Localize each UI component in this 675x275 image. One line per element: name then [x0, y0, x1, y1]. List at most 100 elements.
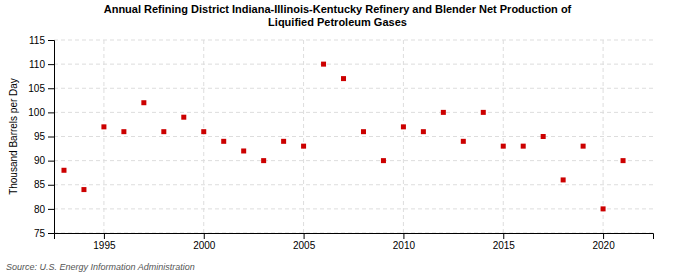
- tick-label: 2010: [393, 240, 416, 251]
- tick: 75: [34, 228, 54, 239]
- point: [501, 144, 506, 149]
- point: [221, 139, 226, 144]
- tick-label: 95: [34, 131, 46, 142]
- tick: 105: [28, 83, 54, 94]
- tick-mark: [48, 64, 54, 65]
- tick: 2005: [293, 233, 316, 251]
- point: [281, 139, 286, 144]
- point: [461, 139, 466, 144]
- tick-mark: [48, 209, 54, 210]
- grid-line: [54, 184, 653, 185]
- point: [621, 158, 626, 163]
- tick: 100: [28, 107, 54, 118]
- tick-label: 110: [29, 59, 45, 70]
- tick-mark: [48, 112, 54, 113]
- title-line: Liquified Petroleum Gases: [268, 16, 407, 28]
- grid-line: [603, 40, 604, 233]
- point: [421, 129, 426, 134]
- tick-label: 2015: [493, 240, 516, 251]
- point: [521, 144, 526, 149]
- tick: 1995: [93, 233, 116, 251]
- point: [201, 129, 206, 134]
- tick-label: 115: [29, 35, 45, 46]
- grid-line: [54, 136, 653, 137]
- point: [541, 134, 546, 139]
- tick-mark: [603, 233, 604, 239]
- tick: 2000: [193, 233, 216, 251]
- point: [161, 129, 166, 134]
- point: [81, 187, 86, 192]
- point: [481, 110, 486, 115]
- point: [141, 100, 146, 105]
- point: [341, 76, 346, 81]
- tick: 85: [34, 179, 54, 190]
- tick: 95: [34, 131, 54, 142]
- title-line: Annual Refining District Indiana-Illinoi…: [104, 3, 572, 15]
- grid-line: [54, 40, 653, 41]
- tick-label: 80: [34, 204, 46, 215]
- tick: 2015: [493, 233, 516, 251]
- point: [441, 110, 446, 115]
- grid-line: [54, 112, 653, 113]
- tick-mark: [403, 233, 404, 239]
- point: [101, 124, 106, 129]
- point: [361, 129, 366, 134]
- grid-line: [54, 160, 653, 161]
- tick-label: 1995: [93, 240, 116, 251]
- tick: 2010: [393, 233, 416, 251]
- grid-line: [303, 40, 304, 233]
- point: [321, 62, 326, 67]
- grid-line: [403, 40, 404, 233]
- tick-mark: [48, 40, 54, 41]
- tick-mark: [204, 233, 205, 239]
- chart: 1995 2000 2005 2010 2015 2020 75 80 85 90 95 100 105…: [0, 0, 675, 275]
- tick-mark: [48, 88, 54, 89]
- point: [561, 177, 566, 182]
- grid-line: [103, 40, 104, 233]
- grid-line: [503, 40, 504, 233]
- title: Annual Refining District Indiana-Illinoi…: [104, 3, 572, 28]
- tick-mark: [503, 233, 504, 239]
- tick-mark: [304, 233, 305, 239]
- point: [581, 144, 586, 149]
- tick-label: 90: [34, 155, 46, 166]
- grid-line: [203, 40, 204, 233]
- tick-label: 2000: [193, 240, 216, 251]
- points: [61, 62, 625, 212]
- x-axis: 1995 2000 2005 2010 2015 2020: [55, 233, 654, 251]
- grid-line: [54, 88, 653, 89]
- tick: 2020: [592, 233, 615, 251]
- tick: 80: [34, 204, 54, 215]
- tick-label: 105: [28, 83, 45, 94]
- tick: 115: [29, 35, 54, 46]
- grid-line: [54, 208, 653, 209]
- point: [261, 158, 266, 163]
- tick-label: 100: [28, 107, 45, 118]
- y-axis: 75 80 85 90 95 100 105 110 115: [28, 35, 54, 239]
- point: [601, 206, 606, 211]
- point: [401, 124, 406, 129]
- point: [181, 115, 186, 120]
- point: [381, 158, 386, 163]
- tick-label: 75: [34, 228, 46, 239]
- point: [301, 144, 306, 149]
- tick-label: 2020: [592, 240, 615, 251]
- axis-line: [48, 41, 55, 234]
- point: [121, 129, 126, 134]
- tick: 110: [29, 59, 54, 70]
- tick-mark: [48, 233, 54, 234]
- grid-line: [54, 64, 653, 65]
- tick-mark: [48, 185, 54, 186]
- axis-line: [55, 234, 654, 240]
- point: [61, 168, 66, 173]
- point: [241, 148, 246, 153]
- tick-label: 2005: [293, 240, 316, 251]
- y-axis-title: Thousand Barrels per Day: [8, 78, 19, 195]
- source: Source: U.S. Energy Information Administ…: [6, 262, 195, 272]
- tick: 90: [34, 155, 54, 166]
- tick-mark: [48, 161, 54, 162]
- tick-label: 85: [34, 179, 46, 190]
- tick-mark: [48, 137, 54, 138]
- tick-mark: [104, 233, 105, 239]
- grid: [54, 40, 653, 233]
